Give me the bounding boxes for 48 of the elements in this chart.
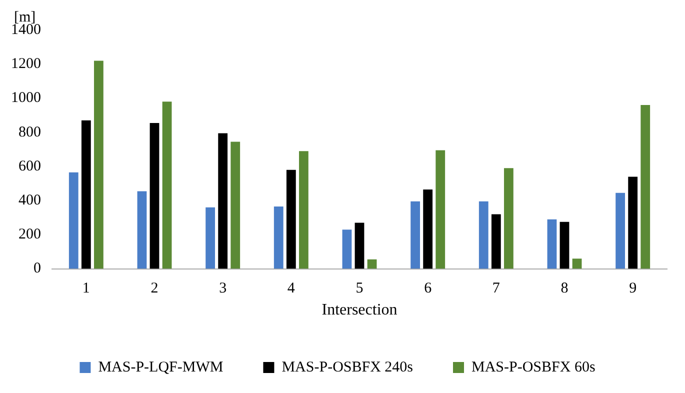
bar [572, 258, 582, 269]
bar [436, 150, 446, 269]
bar [162, 102, 172, 269]
x-tick-label: 8 [560, 280, 568, 297]
y-tick-label: 1200 [11, 56, 41, 72]
x-tick-label: 3 [219, 280, 227, 297]
bar [342, 230, 352, 269]
bar [81, 120, 91, 269]
y-tick-label: 800 [18, 124, 41, 140]
bar [410, 201, 420, 269]
x-tick-label: 5 [356, 280, 364, 297]
bar [560, 222, 570, 269]
bar [286, 170, 296, 269]
bar [298, 151, 308, 269]
x-tick-label: 6 [424, 280, 432, 297]
legend-label: MAS-P-OSBFX 240s [282, 359, 414, 376]
bar [274, 206, 284, 269]
legend-label: MAS-P-LQF-MWM [98, 359, 224, 376]
bar [616, 192, 626, 269]
x-axis-title: Intersection [322, 302, 398, 319]
legend-label: MAS-P-OSBFX 60s [472, 359, 596, 376]
bar [68, 172, 78, 269]
y-axis-title: [m] [14, 9, 36, 26]
y-tick-label: 1000 [11, 90, 41, 106]
x-tick-label: 9 [629, 280, 637, 297]
bar [491, 214, 501, 269]
bar [206, 207, 216, 269]
bar [423, 189, 433, 269]
y-tick-label: 0 [34, 260, 41, 277]
bar [547, 219, 557, 269]
bar [150, 122, 160, 269]
bar [367, 259, 377, 269]
y-tick-label: 600 [18, 158, 41, 174]
x-tick-label: 4 [287, 280, 296, 297]
y-tick-label: 400 [18, 192, 41, 209]
bar [137, 191, 147, 269]
bar [230, 142, 240, 269]
x-tick-label: 1 [82, 280, 90, 297]
bar [478, 201, 488, 269]
x-tick-label: 2 [150, 280, 158, 297]
bar [218, 133, 228, 269]
bar [354, 222, 364, 269]
bar [94, 60, 104, 269]
bar [504, 168, 514, 269]
bar [628, 176, 638, 269]
y-tick-label: 200 [18, 226, 41, 243]
x-tick-label: 7 [492, 280, 500, 297]
bar [640, 105, 650, 269]
